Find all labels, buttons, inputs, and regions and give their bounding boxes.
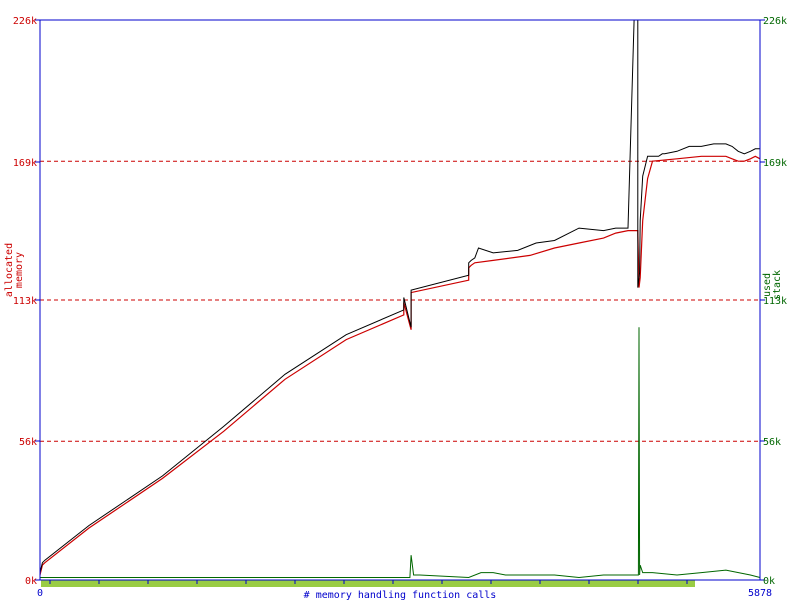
x-tick-label-end: 5878	[748, 588, 772, 599]
gridlines	[40, 160, 760, 442]
right-tick-label: 0k	[763, 576, 775, 587]
x-axis: 0 5878 # memory handling function calls	[37, 588, 772, 600]
left-tick-label: 226k	[13, 16, 37, 27]
left-y-axis: 0k 56k 113k 169k 226k	[13, 16, 40, 587]
x-tick-label-start: 0	[37, 588, 43, 599]
right-y-axis: 0k 56k 113k 169k 226k	[760, 16, 787, 587]
left-axis-title: allocatedmemory	[4, 243, 25, 297]
series-layer	[39, 19, 761, 579]
right-tick-label: 113k	[763, 296, 787, 307]
function-calls-bar-ticks	[49, 580, 688, 584]
right-tick-label: 56k	[763, 437, 781, 448]
series-stack-line	[40, 327, 761, 579]
left-tick-label: 56k	[19, 437, 37, 448]
left-tick-label: 0k	[25, 576, 37, 587]
series-total-line	[39, 19, 760, 573]
right-tick-label: 226k	[763, 16, 787, 27]
left-tick-label: 113k	[13, 296, 37, 307]
right-tick-label: 169k	[763, 158, 787, 169]
function-calls-bar	[41, 580, 695, 587]
x-axis-title: # memory handling function calls	[304, 590, 497, 600]
series-allocated-line	[39, 155, 761, 576]
left-tick-label: 169k	[13, 158, 37, 169]
right-axis-title: usedstack	[762, 270, 783, 300]
